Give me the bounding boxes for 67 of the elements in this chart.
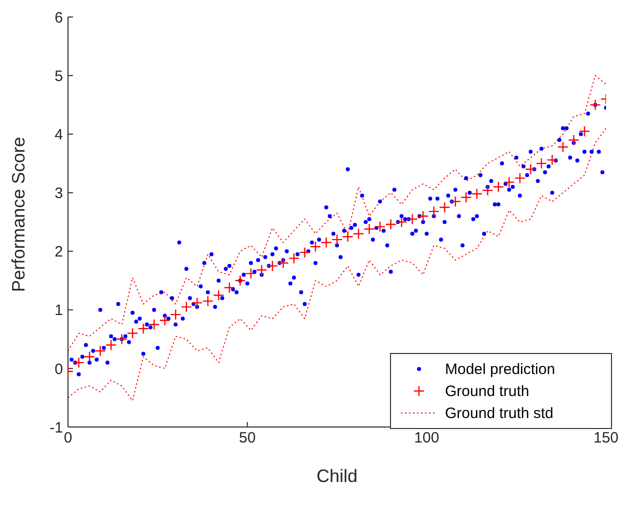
- point: [192, 297, 203, 308]
- point: [450, 196, 461, 208]
- point: [352, 228, 364, 240]
- point: [428, 206, 440, 218]
- y-tick-label: 3: [54, 185, 63, 202]
- point: [471, 188, 482, 200]
- line-series: [68, 75, 606, 352]
- point: [278, 257, 289, 269]
- y-tick-label: 6: [54, 9, 63, 26]
- point: [126, 328, 138, 339]
- point: [202, 295, 214, 307]
- point: [482, 184, 494, 196]
- point: [180, 301, 192, 313]
- point: [256, 264, 268, 276]
- point: [234, 274, 246, 286]
- point: [266, 260, 278, 272]
- legend-label: Model prediction: [445, 360, 556, 378]
- point: [514, 172, 526, 184]
- point: [546, 154, 558, 166]
- point: [568, 134, 580, 146]
- legend-label: Ground truth: [445, 382, 530, 400]
- point: [310, 241, 322, 252]
- y-tick-label: 4: [54, 126, 63, 144]
- y-axis-title: Performance Score: [8, 136, 28, 292]
- point: [492, 181, 504, 192]
- point: [320, 236, 332, 248]
- x-tick-label: 150: [593, 430, 619, 447]
- point: [385, 218, 396, 230]
- point: [148, 318, 160, 330]
- point: [536, 158, 548, 170]
- point: [84, 351, 96, 362]
- point: [299, 246, 310, 258]
- x-tick-label: 100: [414, 430, 440, 447]
- point: [170, 308, 182, 320]
- point: [364, 223, 375, 235]
- point: [396, 216, 408, 228]
- point: [578, 126, 590, 137]
- point: [245, 268, 257, 280]
- point: [213, 290, 224, 301]
- point: [504, 176, 515, 188]
- y-tick-label: -1: [50, 419, 63, 436]
- point: [288, 252, 300, 264]
- point: [406, 213, 418, 225]
- point: [525, 164, 536, 175]
- point: [557, 141, 569, 153]
- y-tick-label: 1: [54, 302, 63, 320]
- point: [94, 345, 106, 356]
- point: [374, 221, 386, 232]
- point: [439, 202, 450, 213]
- point: [342, 231, 354, 242]
- point: [590, 99, 601, 110]
- point: [105, 339, 117, 351]
- point: [417, 210, 429, 222]
- x-axis-title: Child: [316, 466, 358, 486]
- point: [224, 282, 235, 294]
- point: [460, 192, 472, 203]
- point: [138, 323, 149, 334]
- point: [331, 234, 343, 246]
- x-tick-label: 50: [238, 430, 256, 447]
- y-tick-label: 2: [54, 244, 63, 261]
- y-tick-label: 0: [54, 360, 63, 378]
- legend-label: Ground truth std: [445, 404, 554, 422]
- line-series: [68, 128, 606, 402]
- y-tick-label: 5: [54, 68, 63, 85]
- point: [73, 356, 84, 368]
- point: [116, 334, 128, 345]
- point: [159, 314, 170, 326]
